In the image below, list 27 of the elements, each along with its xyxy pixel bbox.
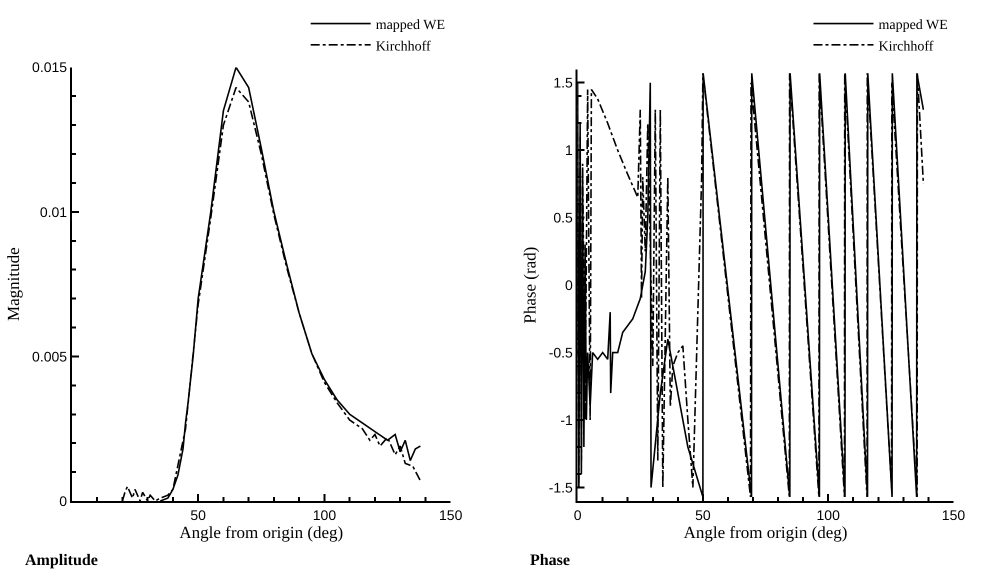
x-tick-label: 100: [816, 506, 840, 523]
y-tick-label: 0: [59, 492, 68, 509]
text: Phase: [530, 552, 570, 569]
y-tick-label: -1: [560, 412, 574, 428]
y-tick-label: -0.5: [548, 344, 574, 360]
x-axis-title: Angle from origin (deg): [179, 522, 344, 542]
y-tick-label: 0.5: [553, 210, 574, 226]
y-tick-label: 1: [565, 142, 574, 158]
y-tick-label: -1.5: [548, 479, 574, 496]
y-tick-label: 1.5: [553, 74, 574, 91]
legend-label: mapped WE: [376, 18, 446, 34]
x-axis-title: Angle from origin (deg): [684, 522, 848, 542]
x-tick-label: 150: [439, 506, 463, 523]
y-axis-title: Phase (rad): [520, 246, 540, 324]
y-tick-label: 0: [565, 277, 574, 294]
x-tick-label: 100: [312, 506, 336, 523]
y-tick-label: 0.01: [40, 204, 68, 220]
text: Amplitude: [25, 552, 98, 569]
x-tick-label: 50: [695, 506, 711, 523]
x-tick-label: 50: [190, 506, 206, 523]
x-tick-label: 150: [942, 506, 966, 523]
legend-label: Kirchhoff: [376, 39, 431, 54]
y-tick-label: 0.015: [32, 59, 68, 76]
legend-label: Kirchhoff: [878, 39, 934, 54]
y-tick-label: 0.005: [32, 348, 68, 364]
y-axis-title: Magnitude: [4, 247, 24, 321]
legend-label: mapped WE: [878, 18, 948, 34]
